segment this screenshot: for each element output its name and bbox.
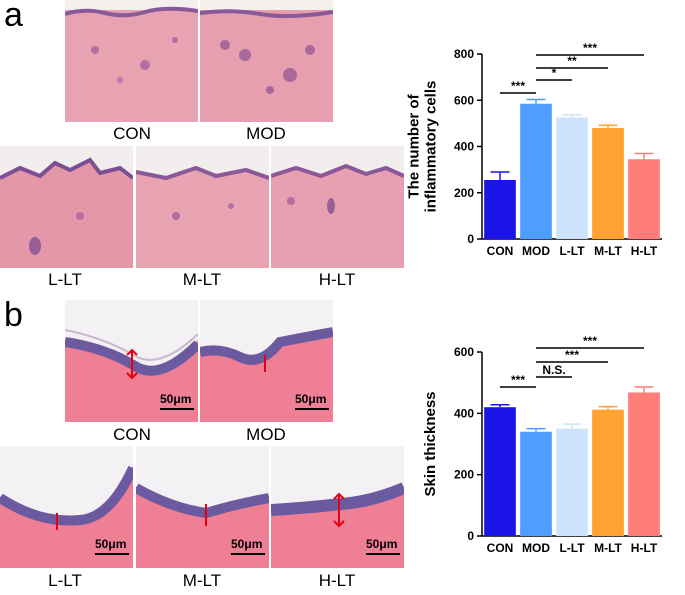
label-b-mod: MOD <box>246 425 286 444</box>
micrograph-a-con <box>65 0 198 122</box>
label-a-mlt: M-LT <box>182 270 222 289</box>
label-a-mod: MOD <box>246 124 286 143</box>
micrograph-a-mlt <box>136 146 269 268</box>
x-tick-label: MOD <box>522 541 550 555</box>
bar-l-lt <box>556 428 588 536</box>
y-tick-label: 200 <box>454 186 474 200</box>
micrograph-b-hlt <box>271 446 404 568</box>
x-tick-label: L-LT <box>559 541 585 555</box>
panel-b-letter: b <box>4 296 23 334</box>
y-axis-title: inflammatory cells <box>423 81 440 213</box>
scale-bar-b-con: 50μm <box>160 392 194 410</box>
scale-bar-b-hlt: 50μm <box>366 537 400 555</box>
significance-label: *** <box>583 334 597 348</box>
y-axis-title: The number of <box>406 93 423 198</box>
scale-bar-b-mlt: 50μm <box>231 537 265 555</box>
bar-con <box>484 407 516 536</box>
micrograph-a-llt <box>0 146 133 268</box>
he-stain-high-mag-image <box>136 446 269 568</box>
significance-label: *** <box>511 79 525 93</box>
x-tick-label: M-LT <box>594 244 622 258</box>
x-tick-label: H-LT <box>631 244 658 258</box>
y-tick-label: 0 <box>467 529 474 543</box>
x-tick-label: L-LT <box>559 244 585 258</box>
he-stain-high-mag-image <box>271 446 404 568</box>
he-stain-low-mag-image <box>65 0 198 122</box>
bar-m-lt <box>592 409 624 536</box>
significance-label: *** <box>565 348 579 362</box>
significance-label: N.S. <box>542 363 565 377</box>
micrograph-b-mod <box>200 300 333 422</box>
y-tick-label: 200 <box>454 468 474 482</box>
bar-m-lt <box>592 128 624 239</box>
y-tick-label: 600 <box>454 345 474 359</box>
significance-label: *** <box>583 41 597 55</box>
x-tick-label: M-LT <box>594 541 622 555</box>
bar-l-lt <box>556 117 588 239</box>
label-b-llt: L-LT <box>48 571 82 590</box>
label-a-llt: L-LT <box>48 270 82 289</box>
significance-label: ** <box>567 54 577 68</box>
y-tick-label: 400 <box>454 406 474 420</box>
significance-label: *** <box>511 373 525 387</box>
bar-h-lt <box>628 159 660 239</box>
y-axis-title: Skin thickness <box>422 391 439 496</box>
micrograph-b-con <box>65 300 198 422</box>
he-stain-low-mag-image <box>0 146 133 268</box>
micrograph-b-mlt <box>136 446 269 568</box>
chart-skin-thickness: 0 200 400 600 CON MOD L-LT M-LT H-LT Skin thickne… <box>422 334 662 555</box>
label-a-hlt: H-LT <box>318 270 356 289</box>
y-tick-label: 600 <box>454 93 474 107</box>
he-stain-high-mag-image <box>0 446 133 568</box>
he-stain-low-mag-image <box>271 146 404 268</box>
y-tick-label: 400 <box>454 140 474 154</box>
x-tick-label: H-LT <box>631 541 658 555</box>
bar-mod <box>520 431 552 536</box>
chart-inflammatory-cells: 0 200 400 600 800 CON MOD L-LT M-LT H-LT The numbe… <box>406 41 662 258</box>
scale-bar-b-mod: 50μm <box>295 392 329 410</box>
micrograph-a-mod <box>200 0 333 122</box>
panel-a-letter: a <box>4 0 23 34</box>
label-b-con: CON <box>113 425 151 444</box>
micrograph-a-hlt <box>271 146 404 268</box>
y-tick-label: 800 <box>454 47 474 61</box>
x-tick-label: CON <box>487 541 514 555</box>
y-tick-label: 0 <box>467 232 474 246</box>
scale-bar-b-llt: 50μm <box>95 537 129 555</box>
bar-h-lt <box>628 392 660 536</box>
x-tick-label: MOD <box>522 244 550 258</box>
label-a-con: CON <box>113 124 151 143</box>
label-b-hlt: H-LT <box>318 571 356 590</box>
label-b-mlt: M-LT <box>182 571 222 590</box>
he-stain-high-mag-image <box>200 300 333 422</box>
he-stain-low-mag-image <box>200 0 333 122</box>
bar-con <box>484 180 516 239</box>
micrograph-b-llt <box>0 446 133 568</box>
x-tick-label: CON <box>487 244 514 258</box>
he-stain-low-mag-image <box>136 146 269 268</box>
significance-label: * <box>552 66 557 80</box>
bar-mod <box>520 103 552 239</box>
he-stain-high-mag-image <box>65 300 198 422</box>
